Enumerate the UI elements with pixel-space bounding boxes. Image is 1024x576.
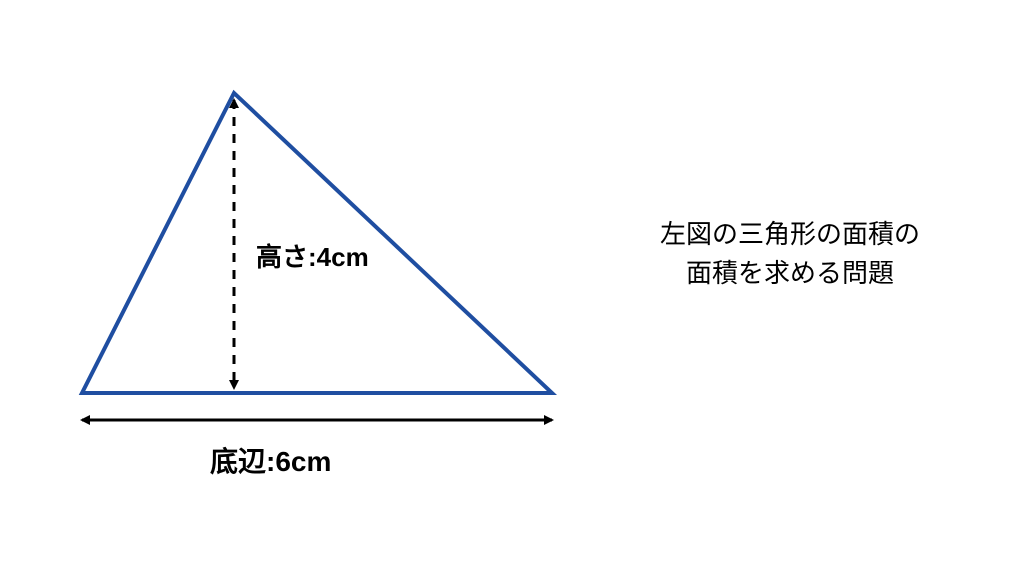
description-line1: 左図の三角形の面積の <box>660 219 920 249</box>
height-label: 高さ:4cm <box>256 237 369 274</box>
problem-description: 左図の三角形の面積の 面積を求める問題 <box>630 215 950 293</box>
diagram-canvas: 高さ:4cm 底辺:6cm 左図の三角形の面積の 面積を求める問題 <box>0 0 1024 576</box>
base-label: 底辺:6cm <box>210 440 331 480</box>
description-line2: 面積を求める問題 <box>686 258 894 288</box>
